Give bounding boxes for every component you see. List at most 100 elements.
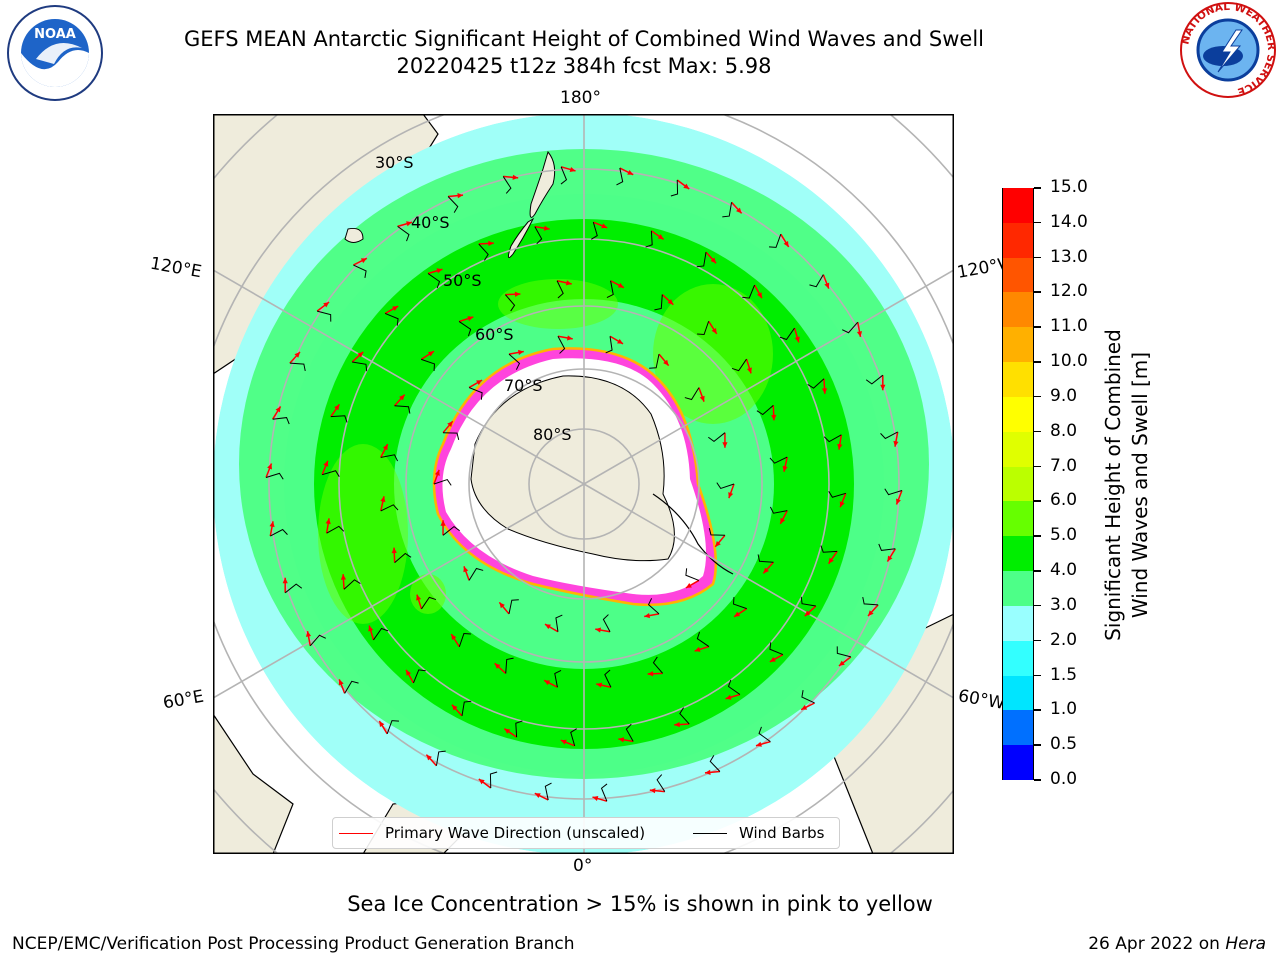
wave-arrow-head — [828, 557, 834, 564]
wave-arrow-head — [683, 183, 690, 190]
wave-arrow-head — [569, 166, 576, 172]
wind-barb — [820, 545, 838, 553]
wind-barb — [458, 632, 471, 647]
lat-label-70s: 70°S — [504, 376, 543, 395]
wind-barb — [326, 525, 345, 534]
colorbar-label-line1: Significant Height of Combined — [1101, 329, 1125, 641]
wave-arrow-head — [494, 663, 501, 669]
wave-arrow-head — [782, 465, 788, 472]
colorbar-segment — [1003, 535, 1033, 572]
colorbar-tick-label: 13.0 — [1050, 246, 1088, 267]
wave-arrow-head — [896, 498, 901, 505]
wind-barb — [353, 264, 367, 278]
wave-arrow-head — [755, 741, 762, 747]
map-panel: 30°S 40°S 50°S 60°S 70°S 80°S — [213, 114, 954, 854]
wave-arrow-head — [360, 258, 367, 264]
colorbar-segment — [1003, 744, 1033, 780]
wind-barb — [380, 504, 399, 512]
wave-arrow-head — [893, 440, 899, 447]
wind-barb — [862, 596, 879, 606]
wind-barb — [769, 456, 788, 464]
wind-barb — [505, 657, 514, 674]
polar-map: 30°S 40°S 50°S 60°S 70°S 80°S — [213, 114, 954, 854]
colorbar-tick-label: 7.0 — [1050, 455, 1078, 476]
antarctic-peninsula — [652, 493, 734, 575]
wave-arrow-head — [323, 302, 330, 308]
wind-barb — [322, 470, 340, 477]
wind-barb — [352, 361, 368, 372]
wave-arrow-head — [595, 627, 602, 633]
footer-date: 26 Apr 2022 on Hera — [1088, 934, 1266, 954]
wave-arrow-head — [821, 388, 828, 394]
wind-barb — [756, 405, 774, 416]
wind-barb — [709, 755, 721, 772]
wind-barb — [344, 680, 359, 694]
wave-arrow-head — [769, 656, 776, 662]
colorbar-segment — [1003, 466, 1033, 502]
colorbar-tick-mark — [1034, 639, 1041, 642]
colorbar-tick-label: 8.0 — [1050, 420, 1078, 441]
wave-arrow-head — [457, 193, 464, 199]
wave-arrow-head — [488, 240, 494, 247]
wave-arrow-head — [667, 299, 674, 305]
wind-barb — [679, 707, 690, 725]
wind-barb — [458, 321, 472, 337]
wind-barb — [769, 506, 788, 514]
wind-barb — [508, 353, 521, 370]
wind-barb — [421, 596, 437, 610]
wave-arrow-head — [617, 282, 624, 288]
lon-label-60w: 60°W — [956, 686, 1007, 714]
wave-arrow-head — [649, 788, 656, 794]
colorbar-tick-mark — [1034, 291, 1041, 293]
wind-barb — [684, 387, 700, 401]
wave-arrow-head — [467, 316, 474, 322]
wave-arrow-head — [544, 624, 551, 630]
footer-machine: Hera — [1225, 934, 1266, 954]
new-zealand-north — [529, 150, 556, 218]
wind-barb — [604, 669, 612, 688]
wave-arrow-head — [839, 501, 845, 508]
wind-barb — [836, 646, 852, 658]
wind-barb — [823, 434, 842, 443]
wave-arrow-head — [596, 682, 603, 688]
wave-arrow-head — [543, 225, 550, 231]
wind-barb — [427, 273, 441, 289]
wave-arrow-head — [305, 631, 312, 637]
wave-arrow-head — [644, 612, 650, 619]
wind-barb — [373, 627, 389, 641]
wind-barb — [800, 596, 816, 607]
wind-barb — [330, 415, 348, 423]
wind-barb — [605, 336, 613, 354]
wave-arrow-head — [704, 769, 711, 775]
wave-arrow-head — [663, 359, 669, 366]
wind-barb — [716, 482, 735, 490]
wave-arrow-head — [780, 517, 786, 524]
wave-arrow-head — [725, 694, 732, 700]
colorbar-tick-label: 12.0 — [1050, 281, 1088, 302]
colorbar-tick-mark — [1034, 500, 1041, 502]
wind-barb — [801, 690, 815, 704]
wind-barb — [842, 321, 859, 334]
wave-arrow-head — [887, 555, 893, 562]
wind-barb — [779, 327, 795, 341]
wind-barb — [435, 750, 446, 766]
wave-arrow-head — [592, 796, 599, 802]
wind-barb — [645, 230, 653, 248]
wind-barb — [742, 284, 756, 299]
lat-label-60s: 60°S — [475, 325, 514, 344]
wave-arrow-head — [657, 234, 664, 240]
wave-arrow-head — [710, 257, 717, 264]
wave-arrow-head — [771, 414, 777, 421]
wind-barb — [649, 353, 660, 369]
wind-barb — [555, 614, 563, 632]
wave-arrow-head — [338, 679, 344, 686]
wind-barb — [478, 243, 489, 261]
wind-barb — [591, 222, 598, 240]
new-zealand-south — [507, 217, 535, 259]
legend-swatch-black — [693, 832, 727, 834]
wind-barb — [272, 417, 290, 425]
wind-barb — [442, 525, 460, 536]
wind-barb — [769, 642, 784, 656]
wind-barb — [685, 568, 700, 581]
lat-label-80s: 80°S — [533, 425, 572, 444]
